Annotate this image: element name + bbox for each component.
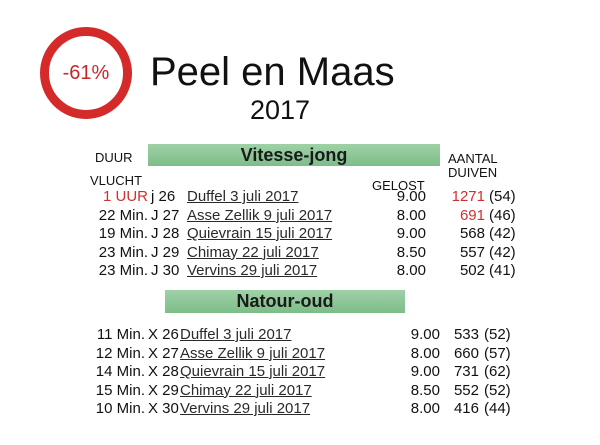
release-time: 8.00 [410,400,440,417]
race: Asse Zellik 9 juli 2017 [180,344,326,362]
duration: 12 Min. [95,344,145,362]
release-time: 8.00 [410,344,440,362]
release-time: 9.00 [396,188,426,205]
release-time: 9.00 [410,326,440,343]
flight-code: J 29 [151,243,180,261]
race: Asse Zellik 9 juli 2017 [187,206,333,224]
title: Peel en Maas [150,50,395,94]
race: Duffel 3 juli 2017 [180,326,292,343]
participant-count: (46) [489,206,516,224]
duration-header: DUUR [95,150,133,165]
duration: 10 Min. [95,400,145,417]
flight-header: VLUCHT [90,173,143,188]
participant-count: (42) [489,225,516,242]
flight-code: j 26 [151,188,176,205]
pigeon-count: 502 [459,262,485,279]
flight-code: X 28 [148,363,179,380]
participant-count: (52) [484,326,511,343]
flight-code: J 27 [151,206,180,224]
race: Chimay 22 juli 2017 [187,243,319,261]
flight-code: X 29 [148,381,179,399]
release-time: 8.50 [396,243,426,261]
section-banner: Natour-oud [165,290,405,313]
duration: 14 Min. [95,363,145,380]
participant-count: (42) [489,243,516,261]
flight-code: J 30 [151,262,180,279]
duration: 19 Min. [98,225,148,242]
flight-code: X 27 [148,344,179,362]
release-time: 8.50 [410,381,440,399]
badge: -61% [40,27,132,119]
duration: 15 Min. [95,381,145,399]
duration: 11 Min. [96,326,145,343]
participant-count: (57) [484,344,511,362]
race: Chimay 22 juli 2017 [180,381,312,399]
release-time: 8.00 [396,262,426,279]
participant-count: (44) [484,400,511,417]
participant-count: (62) [484,363,511,380]
duration: 1 UUR [102,188,148,205]
flight-code: X 30 [148,400,179,417]
participant-count: (41) [489,262,516,279]
race: Quievrain 15 juli 2017 [187,225,333,242]
section-banner: Vitesse-jong [148,144,440,166]
pigeon-count: 533 [453,326,479,343]
race: Quievrain 15 juli 2017 [180,363,326,380]
release-time: 9.00 [410,363,440,380]
pigeon-count: 557 [459,243,485,261]
year: 2017 [250,95,311,125]
pigeon-count: 731 [453,363,479,380]
duration: 23 Min. [98,243,148,261]
release-time: 9.00 [396,225,426,242]
pigeon-count: 660 [453,344,479,362]
flight-code: J 28 [151,225,180,242]
pigeon-count: 568 [459,225,485,242]
participant-count: (52) [484,381,511,399]
race: Duffel 3 juli 2017 [187,188,299,205]
count-header: AANTAL [448,151,498,166]
badge-text: -61% [62,61,110,84]
race: Vervins 29 juli 2017 [187,262,318,279]
released-header: GELOST [372,178,425,193]
duration: 22 Min. [98,206,148,224]
flight-code: X 26 [148,326,179,343]
participant-count: (54) [489,188,516,205]
pigeon-count: 1271 [451,188,485,205]
release-time: 8.00 [396,206,426,224]
count-header: DUIVEN [448,165,498,180]
race: Vervins 29 juli 2017 [180,400,311,417]
pigeon-count: 552 [453,381,479,399]
pigeon-count: 416 [453,400,479,417]
duration: 23 Min. [98,262,148,279]
pigeon-count: 691 [459,206,485,224]
